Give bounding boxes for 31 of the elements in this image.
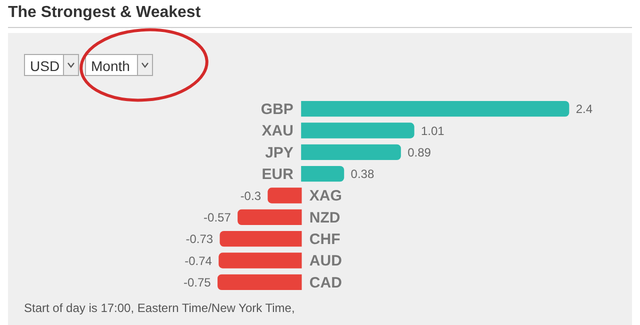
data-label: -0.73 bbox=[186, 232, 214, 246]
y-tick-label: EUR bbox=[262, 166, 294, 183]
y-tick-label: CAD bbox=[309, 274, 342, 292]
y-tick-label: CHF bbox=[309, 230, 340, 248]
y-tick-label: XAU bbox=[262, 122, 294, 140]
y-tick-label: XAG bbox=[309, 188, 342, 205]
bar bbox=[301, 166, 344, 182]
bar bbox=[301, 122, 414, 138]
bar bbox=[238, 209, 302, 225]
data-label: -0.74 bbox=[184, 254, 212, 268]
data-label: 0.89 bbox=[408, 145, 432, 160]
data-label: -0.57 bbox=[204, 210, 232, 224]
y-tick-label: NZD bbox=[309, 209, 340, 226]
y-tick-label: JPY bbox=[265, 144, 294, 162]
chart-title: The Strongest & Weakest bbox=[8, 4, 632, 28]
data-label: 2.4 bbox=[576, 102, 593, 116]
data-label: 1.01 bbox=[420, 124, 445, 138]
bar bbox=[301, 144, 401, 160]
bar bbox=[220, 231, 302, 247]
text: Start of day is 17:00, Eastern Time/New York Time, bbox=[24, 301, 295, 315]
bar bbox=[218, 252, 302, 268]
currency-dropdown: USD bbox=[24, 54, 79, 76]
bar bbox=[268, 188, 302, 204]
bar bbox=[301, 101, 570, 117]
data-label: -0.3 bbox=[240, 188, 262, 203]
y-tick-label: GBP bbox=[260, 100, 294, 118]
data-label: -0.75 bbox=[184, 275, 212, 290]
data-label: 0.38 bbox=[350, 167, 374, 182]
y-tick-label: AUD bbox=[309, 252, 342, 270]
bar bbox=[218, 274, 302, 290]
period-dropdown: Month bbox=[85, 54, 153, 76]
